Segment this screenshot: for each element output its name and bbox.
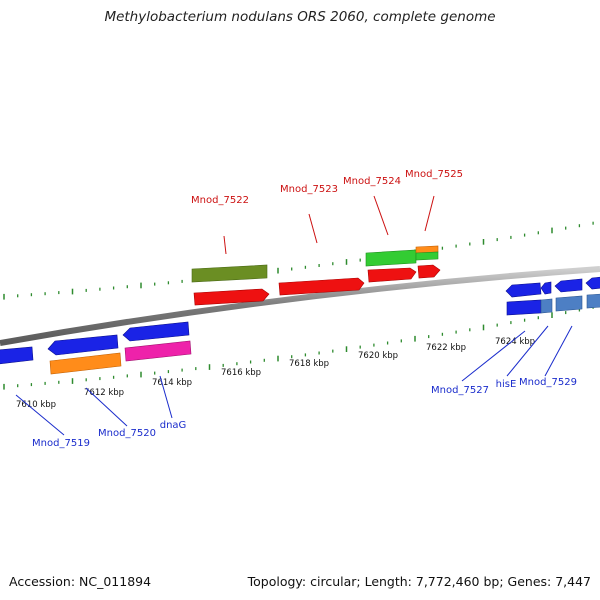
gene-mnod-7529[interactable] <box>586 293 600 309</box>
ruler-label: 7610 kbp <box>16 400 56 410</box>
gene-mnod-7520[interactable] <box>47 334 119 356</box>
label-mnod-7524: Mnod_7524 <box>343 176 401 187</box>
label-mnod-7527: Mnod_7527 <box>431 385 489 396</box>
ruler-ticks-upper <box>3 221 594 300</box>
gene-mnod-7527-steel[interactable] <box>540 298 553 314</box>
label-mnod-7529: Mnod_7529 <box>519 377 577 388</box>
ruler-label: 7612 kbp <box>84 388 124 398</box>
gene-dnaG[interactable] <box>124 340 192 362</box>
ruler-label: 7614 kbp <box>152 378 192 388</box>
gene-mnod-7529-upper[interactable] <box>585 276 600 290</box>
gene-hisE[interactable] <box>555 295 583 312</box>
accession-text: Accession: NC_011894 <box>9 574 152 589</box>
gene-small-arrow[interactable] <box>540 281 552 295</box>
genome-backbone <box>0 266 600 346</box>
genome-summary-text: Topology: circular; Length: 7,772,460 bp… <box>247 574 591 589</box>
label-mnod-7523: Mnod_7523 <box>280 184 338 195</box>
gene-dnaG-blue[interactable] <box>122 321 190 342</box>
gene-mnod-7524-green[interactable] <box>365 249 417 267</box>
label-mnod-7519: Mnod_7519 <box>32 438 90 449</box>
genome-title: Methylobacterium nodulans ORS 2060, comp… <box>104 9 496 25</box>
label-mnod-7525: Mnod_7525 <box>405 169 463 180</box>
ruler-label: 7622 kbp <box>426 343 466 353</box>
gene-mnod-7522[interactable] <box>193 288 270 306</box>
label-hisE: hisE <box>496 379 517 390</box>
ruler-ticks-lower <box>3 305 594 390</box>
gene-mnod-7519[interactable] <box>0 346 34 365</box>
top-label-connectors <box>223 195 435 255</box>
ruler-label: 7624 kbp <box>495 337 535 347</box>
ruler-label: 7618 kbp <box>289 359 329 369</box>
label-mnod-7520: Mnod_7520 <box>98 428 156 439</box>
gene-mnod-7525[interactable] <box>417 264 441 279</box>
gene-mnod-7527-upper[interactable] <box>505 282 542 298</box>
label-mnod-7522: Mnod_7522 <box>191 195 249 206</box>
gene-mnod-7522-olive[interactable] <box>191 264 268 283</box>
bottom-label-connectors <box>15 325 573 436</box>
ruler-label: 7616 kbp <box>221 368 261 378</box>
gene-mnod-7520-orange[interactable] <box>49 352 122 375</box>
label-dnaG: dnaG <box>160 420 187 431</box>
ruler-label: 7620 kbp <box>358 351 398 361</box>
gene-mnod-7524[interactable] <box>367 267 417 283</box>
gene-hisE-upper[interactable] <box>554 278 583 293</box>
gene-mnod-7523[interactable] <box>278 277 365 296</box>
gene-mnod-7527[interactable] <box>506 299 542 316</box>
gene-mnod-7525-green[interactable] <box>415 251 439 261</box>
